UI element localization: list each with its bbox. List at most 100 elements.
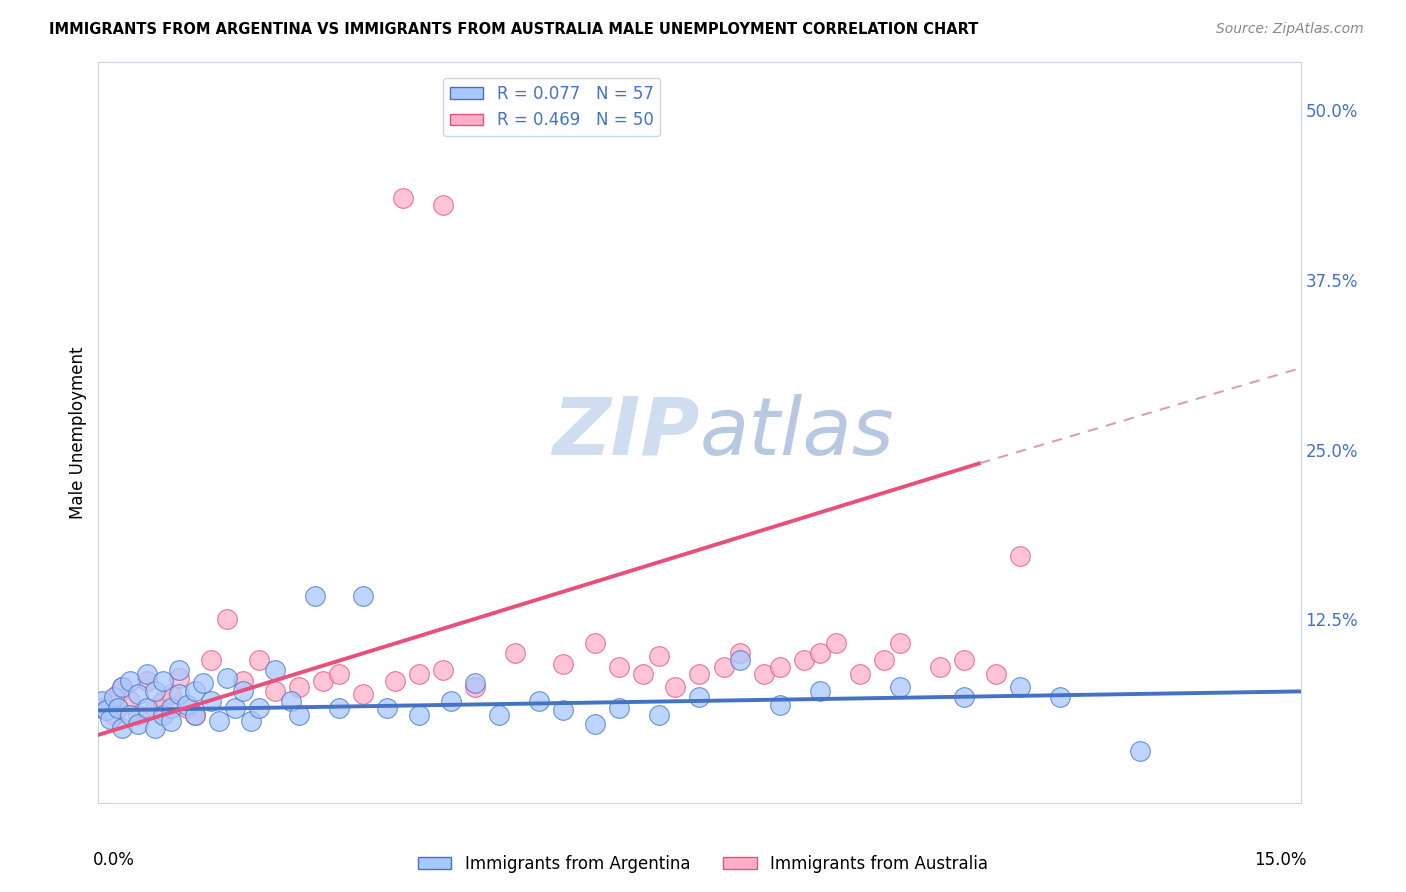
Point	[808, 684, 831, 698]
Point	[103, 690, 125, 704]
Point	[183, 707, 205, 722]
Point	[91, 694, 114, 708]
Point	[808, 646, 831, 660]
Point	[583, 717, 606, 731]
Point	[111, 681, 134, 695]
Point	[1129, 744, 1152, 758]
Point	[953, 690, 976, 704]
Point	[728, 653, 751, 667]
Point	[889, 681, 911, 695]
Point	[529, 694, 551, 708]
Point	[769, 660, 792, 674]
Point	[159, 687, 181, 701]
Point	[143, 721, 166, 735]
Point	[280, 694, 302, 708]
Point	[648, 649, 671, 664]
Point	[100, 698, 122, 712]
Point	[224, 700, 246, 714]
Text: ZIP: ZIP	[553, 393, 700, 472]
Point	[239, 714, 262, 729]
Text: Source: ZipAtlas.com: Source: ZipAtlas.com	[1216, 22, 1364, 37]
Point	[96, 703, 118, 717]
Point	[159, 714, 181, 729]
Point	[167, 663, 190, 677]
Point	[159, 700, 181, 714]
Point	[100, 712, 122, 726]
Legend: R = 0.077   N = 57, R = 0.469   N = 50: R = 0.077 N = 57, R = 0.469 N = 50	[443, 78, 661, 136]
Point	[408, 666, 430, 681]
Point	[352, 590, 374, 604]
Point	[929, 660, 952, 674]
Point	[1049, 690, 1071, 704]
Point	[215, 612, 238, 626]
Point	[553, 657, 575, 672]
Point	[408, 707, 430, 722]
Point	[392, 191, 415, 205]
Point	[215, 671, 238, 685]
Point	[609, 700, 631, 714]
Point	[120, 694, 142, 708]
Point	[128, 707, 150, 722]
Point	[208, 714, 231, 729]
Point	[664, 681, 686, 695]
Point	[689, 666, 711, 681]
Point	[375, 700, 398, 714]
Point	[432, 198, 454, 212]
Point	[648, 707, 671, 722]
Point	[288, 681, 311, 695]
Y-axis label: Male Unemployment: Male Unemployment	[69, 346, 87, 519]
Point	[769, 698, 792, 712]
Point	[689, 690, 711, 704]
Point	[200, 694, 222, 708]
Point	[167, 687, 190, 701]
Point	[176, 698, 198, 712]
Point	[503, 646, 526, 660]
Point	[135, 700, 157, 714]
Point	[464, 681, 486, 695]
Point	[152, 694, 174, 708]
Point	[464, 676, 486, 690]
Text: IMMIGRANTS FROM ARGENTINA VS IMMIGRANTS FROM AUSTRALIA MALE UNEMPLOYMENT CORRELA: IMMIGRANTS FROM ARGENTINA VS IMMIGRANTS …	[49, 22, 979, 37]
Point	[889, 635, 911, 649]
Point	[328, 700, 350, 714]
Point	[984, 666, 1007, 681]
Point	[103, 707, 125, 722]
Point	[152, 707, 174, 722]
Point	[312, 673, 335, 688]
Point	[111, 721, 134, 735]
Point	[352, 687, 374, 701]
Point	[183, 707, 205, 722]
Point	[120, 707, 142, 722]
Point	[107, 687, 129, 701]
Point	[232, 684, 254, 698]
Point	[713, 660, 735, 674]
Point	[152, 673, 174, 688]
Point	[191, 676, 214, 690]
Point	[247, 653, 270, 667]
Point	[752, 666, 775, 681]
Point	[432, 663, 454, 677]
Point	[1010, 681, 1032, 695]
Point	[288, 707, 311, 722]
Point	[728, 646, 751, 660]
Point	[135, 673, 157, 688]
Point	[873, 653, 896, 667]
Point	[143, 700, 166, 714]
Point	[247, 700, 270, 714]
Point	[328, 666, 350, 681]
Text: 15.0%: 15.0%	[1254, 851, 1306, 869]
Point	[183, 684, 205, 698]
Text: atlas: atlas	[700, 393, 894, 472]
Text: 0.0%: 0.0%	[93, 851, 135, 869]
Point	[200, 653, 222, 667]
Point	[609, 660, 631, 674]
Point	[143, 684, 166, 698]
Point	[849, 666, 872, 681]
Point	[824, 635, 846, 649]
Point	[128, 687, 150, 701]
Point	[1010, 549, 1032, 563]
Point	[953, 653, 976, 667]
Point	[263, 684, 285, 698]
Point	[111, 681, 134, 695]
Point	[96, 703, 118, 717]
